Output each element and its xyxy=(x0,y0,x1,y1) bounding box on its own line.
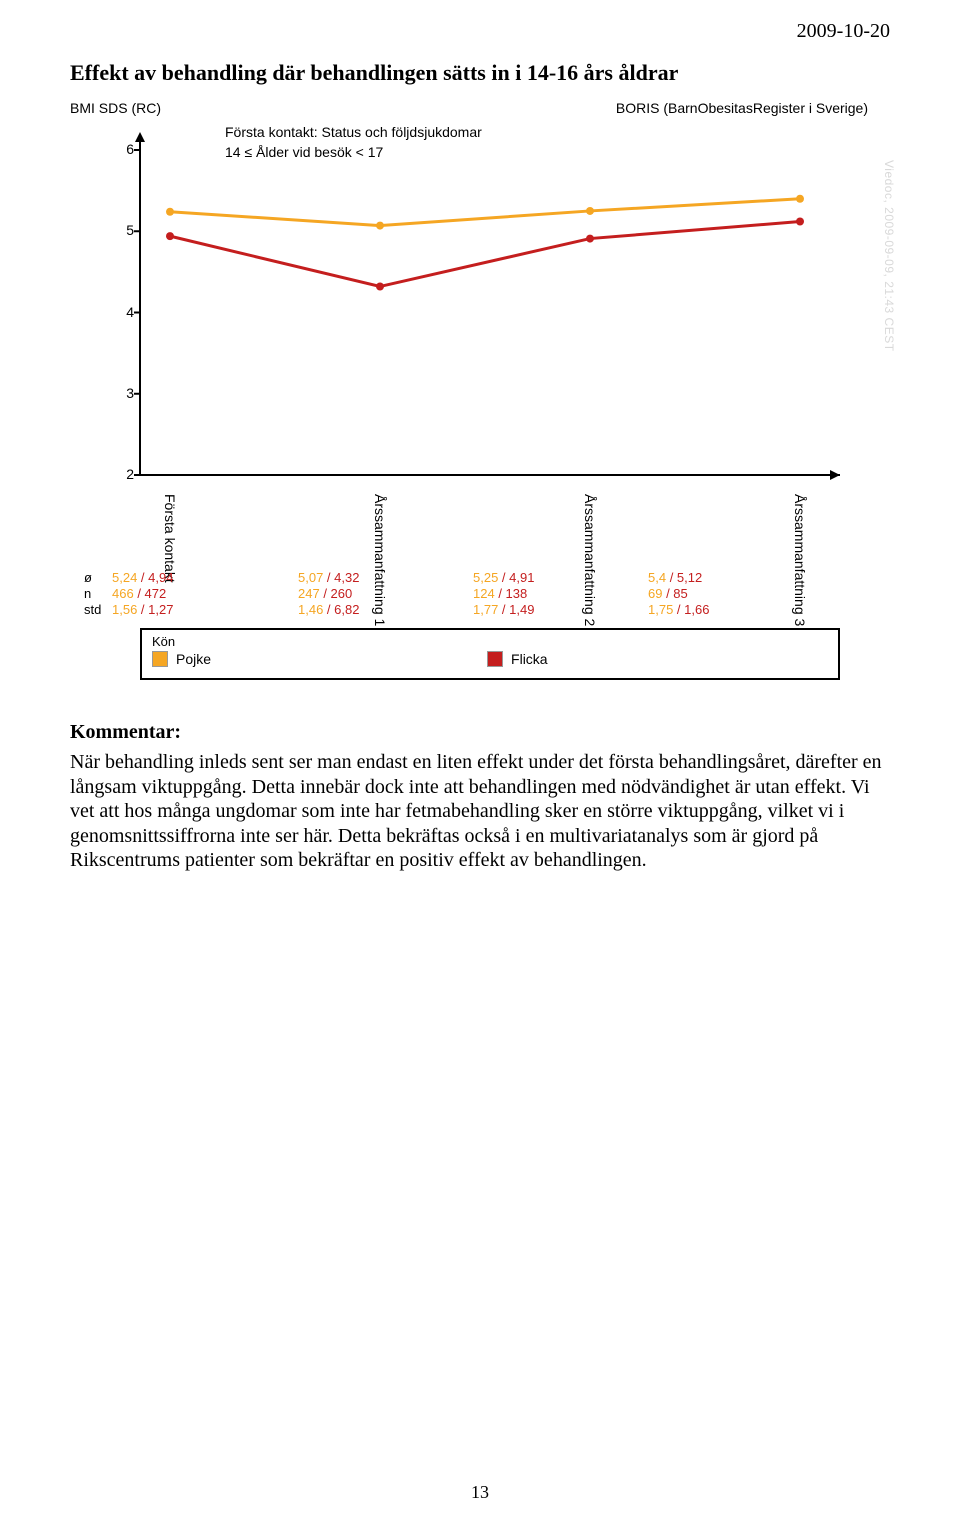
stats-cell: 247 / 260 xyxy=(298,586,473,601)
comment-body: När behandling inleds sent ser man endas… xyxy=(70,750,890,872)
y-tick: 5 xyxy=(120,222,134,238)
page-number: 13 xyxy=(70,1482,890,1503)
legend-swatch-pojke xyxy=(152,651,168,667)
stats-label: ø xyxy=(84,570,112,585)
stats-row: ø5,24 / 4,945,07 / 4,325,25 / 4,915,4 / … xyxy=(84,570,823,585)
stats-cell: 1,77 / 1,49 xyxy=(473,602,648,617)
y-tick: 2 xyxy=(120,466,134,482)
stats-cell: 466 / 472 xyxy=(112,586,298,601)
comment-heading: Kommentar: xyxy=(70,720,890,744)
chart-plot xyxy=(140,140,840,475)
y-tick: 4 xyxy=(120,304,134,320)
legend-label-flicka: Flicka xyxy=(511,651,548,667)
stats-cell: 69 / 85 xyxy=(648,586,823,601)
stats-label: std xyxy=(84,602,112,617)
bmi-chart: BMI SDS (RC) BORIS (BarnObesitasRegister… xyxy=(70,100,890,690)
stats-cell: 5,4 / 5,12 xyxy=(648,570,823,585)
stats-cell: 1,46 / 6,82 xyxy=(298,602,473,617)
stats-label: n xyxy=(84,586,112,601)
y-axis-label: BMI SDS (RC) xyxy=(70,100,161,116)
stats-row: n466 / 472247 / 260124 / 13869 / 85 xyxy=(84,586,823,601)
section-heading: Effekt av behandling där behandlingen sä… xyxy=(70,60,890,86)
chart-legend: Kön Pojke Flicka xyxy=(140,628,840,680)
document-page: 2009-10-20 Effekt av behandling där beha… xyxy=(0,0,960,1531)
y-tick: 3 xyxy=(120,385,134,401)
stats-cell: 124 / 138 xyxy=(473,586,648,601)
legend-label-pojke: Pojke xyxy=(176,651,211,667)
chart-watermark: Viedoc, 2009-09-09, 21:43 CEST xyxy=(882,160,896,352)
stats-cell: 1,75 / 1,66 xyxy=(648,602,823,617)
comment-section: Kommentar: När behandling inleds sent se… xyxy=(70,720,890,872)
legend-row: Pojke Flicka xyxy=(152,651,828,667)
stats-cell: 5,25 / 4,91 xyxy=(473,570,648,585)
stats-cell: 1,56 / 1,27 xyxy=(112,602,298,617)
page-date: 2009-10-20 xyxy=(797,20,890,43)
legend-title: Kön xyxy=(152,634,828,649)
stats-cell: 5,07 / 4,32 xyxy=(298,570,473,585)
stats-cell: 5,24 / 4,94 xyxy=(112,570,298,585)
stats-row: std1,56 / 1,271,46 / 6,821,77 / 1,491,75… xyxy=(84,602,823,617)
y-tick: 6 xyxy=(120,141,134,157)
chart-title-right: BORIS (BarnObesitasRegister i Sverige) xyxy=(616,100,868,116)
legend-swatch-flicka xyxy=(487,651,503,667)
chart-subtitle-1: Första kontakt: Status och följdsjukdoma… xyxy=(225,124,482,140)
